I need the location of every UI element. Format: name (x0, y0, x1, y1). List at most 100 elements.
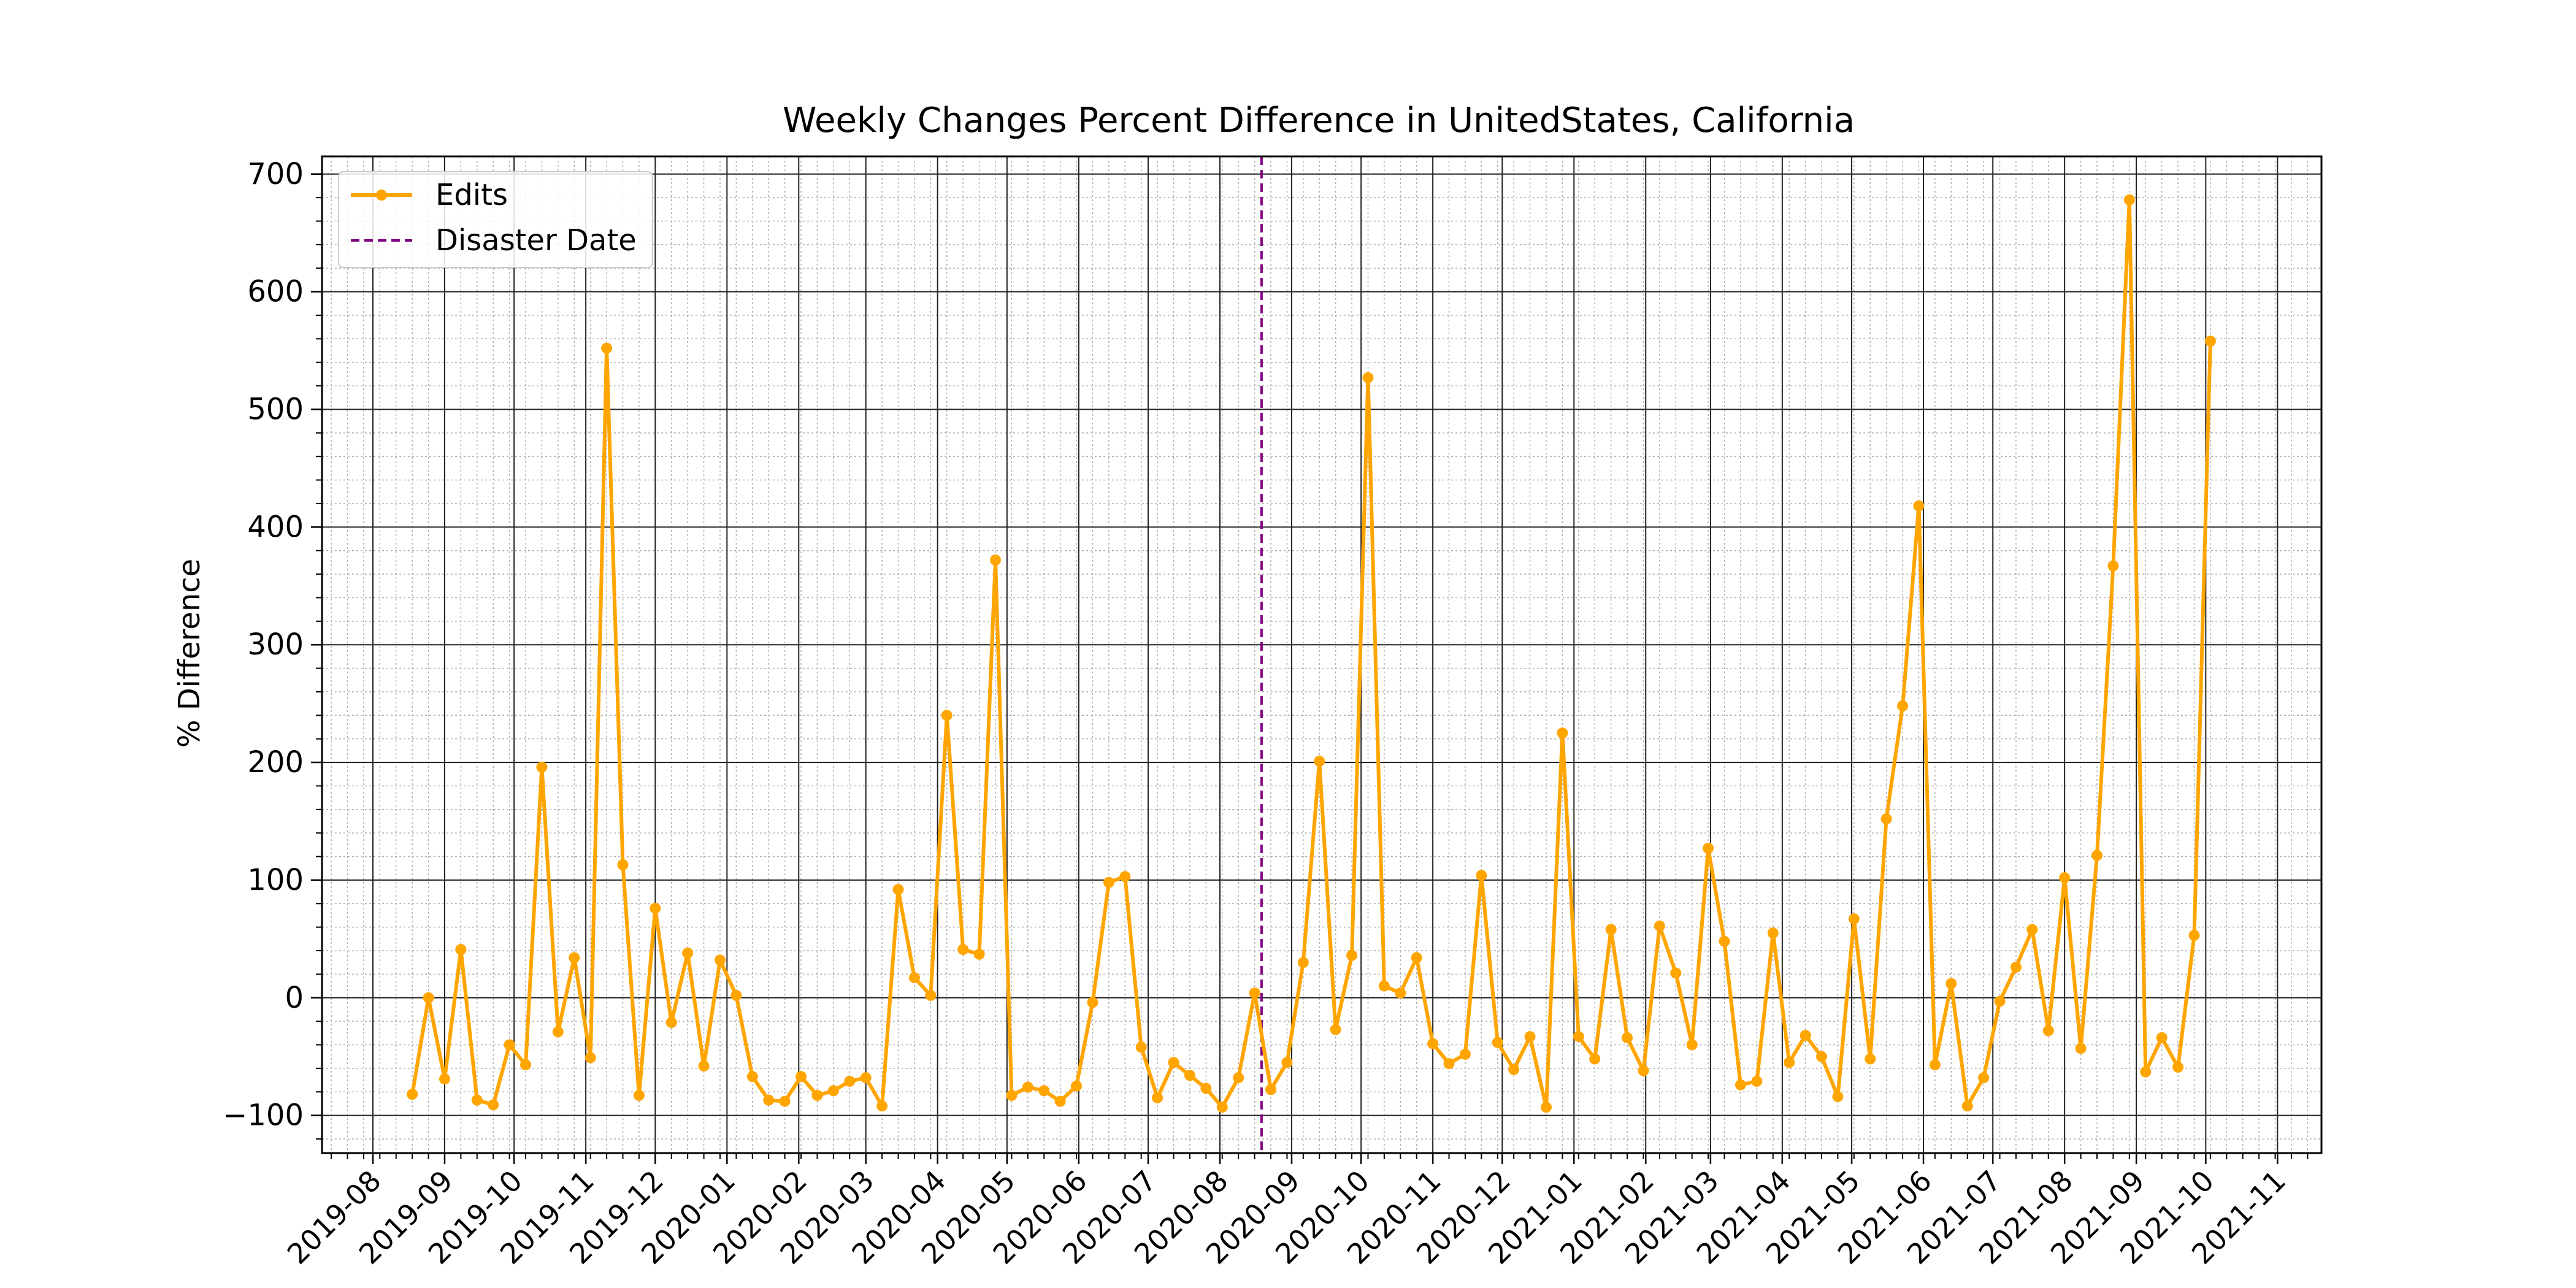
data-point (2042, 1025, 2054, 1037)
data-point (1378, 980, 1390, 992)
y-tick-label: 300 (247, 627, 304, 662)
data-point (2010, 961, 2022, 973)
data-point (957, 944, 969, 956)
data-point (407, 1089, 418, 1100)
data-point (1297, 957, 1309, 968)
data-point (763, 1094, 775, 1106)
data-point (2204, 335, 2216, 347)
data-point (908, 972, 920, 984)
data-point (2107, 560, 2119, 572)
data-point (2091, 849, 2103, 861)
y-tick-label: 200 (247, 745, 304, 780)
data-point (471, 1094, 483, 1106)
data-point (2123, 194, 2135, 205)
data-point (698, 1060, 710, 1072)
data-point (1880, 813, 1892, 825)
data-point (2140, 1066, 2152, 1078)
y-tick-label: 400 (247, 510, 304, 544)
data-point (1508, 1064, 1520, 1075)
data-point (1443, 1058, 1455, 1070)
data-point (730, 989, 742, 1001)
y-tick-label: 500 (247, 392, 304, 426)
data-point (925, 989, 937, 1001)
y-tick-label: 600 (247, 275, 304, 309)
major-grid (322, 156, 2321, 1153)
legend-disaster-label: Disaster Date (435, 223, 637, 258)
data-point (2026, 924, 2038, 935)
data-point (1459, 1048, 1471, 1060)
series-layer (407, 194, 2216, 1113)
data-point (2075, 1043, 2087, 1054)
data-point (1314, 756, 1325, 767)
data-point (892, 884, 904, 895)
data-point (1897, 700, 1909, 711)
legend-edits-label: Edits (435, 178, 508, 212)
plot-frame (321, 155, 2323, 1154)
data-point (973, 948, 985, 960)
y-tick-label: 700 (247, 157, 304, 191)
data-point (1816, 1051, 1827, 1062)
data-point (1605, 924, 1617, 935)
data-point (585, 1052, 596, 1064)
data-point (1476, 870, 1487, 881)
legend: Edits Disaster Date (338, 171, 653, 268)
data-point (2172, 1061, 2184, 1073)
data-point (1265, 1084, 1276, 1095)
data-point (650, 902, 661, 914)
data-point (811, 1089, 823, 1101)
y-tick-label: 100 (247, 863, 304, 897)
data-point (1929, 1059, 1941, 1071)
data-point (1945, 978, 1957, 989)
data-point (1524, 1031, 1536, 1043)
data-point (746, 1071, 758, 1083)
data-point (1784, 1057, 1795, 1068)
data-point (1071, 1080, 1083, 1092)
data-point (1735, 1079, 1746, 1091)
data-point (989, 554, 1001, 566)
data-point (795, 1071, 807, 1083)
data-point (601, 342, 613, 354)
data-point (1540, 1102, 1552, 1113)
data-point (1751, 1075, 1763, 1087)
data-point (844, 1075, 856, 1087)
data-point (1670, 967, 1682, 979)
data-point (860, 1072, 872, 1084)
data-point (1654, 920, 1665, 932)
data-point (1006, 1089, 1018, 1101)
data-point (1395, 987, 1406, 999)
data-point (423, 992, 434, 1003)
data-point (504, 1039, 515, 1051)
data-point (1249, 987, 1260, 999)
data-point (1492, 1037, 1503, 1048)
data-point (2188, 930, 2200, 941)
data-point (552, 1026, 564, 1038)
data-point (1686, 1039, 1698, 1051)
y-tick-label: 0 (285, 981, 304, 1015)
data-point (1152, 1092, 1163, 1103)
data-point (536, 761, 548, 773)
data-point (1054, 1095, 1066, 1107)
y-tick-label: −100 (223, 1098, 304, 1133)
data-point (1103, 876, 1114, 888)
y-axis-label: % Difference (172, 559, 207, 748)
data-point (1330, 1024, 1341, 1035)
data-point (1589, 1053, 1601, 1065)
data-point (1346, 949, 1358, 961)
data-point (941, 710, 953, 721)
data-point (569, 952, 580, 964)
data-point (682, 947, 694, 959)
data-point (827, 1085, 839, 1097)
data-point (1638, 1065, 1649, 1076)
data-point (1200, 1083, 1212, 1094)
data-point (1573, 1031, 1584, 1043)
data-point (455, 944, 467, 956)
data-point (1832, 1091, 1844, 1102)
data-point (779, 1095, 791, 1107)
data-point (665, 1017, 677, 1029)
data-point (1216, 1102, 1228, 1113)
data-point (633, 1089, 645, 1101)
data-point (520, 1059, 532, 1071)
data-point (2156, 1032, 2168, 1043)
data-point (1848, 913, 1860, 925)
